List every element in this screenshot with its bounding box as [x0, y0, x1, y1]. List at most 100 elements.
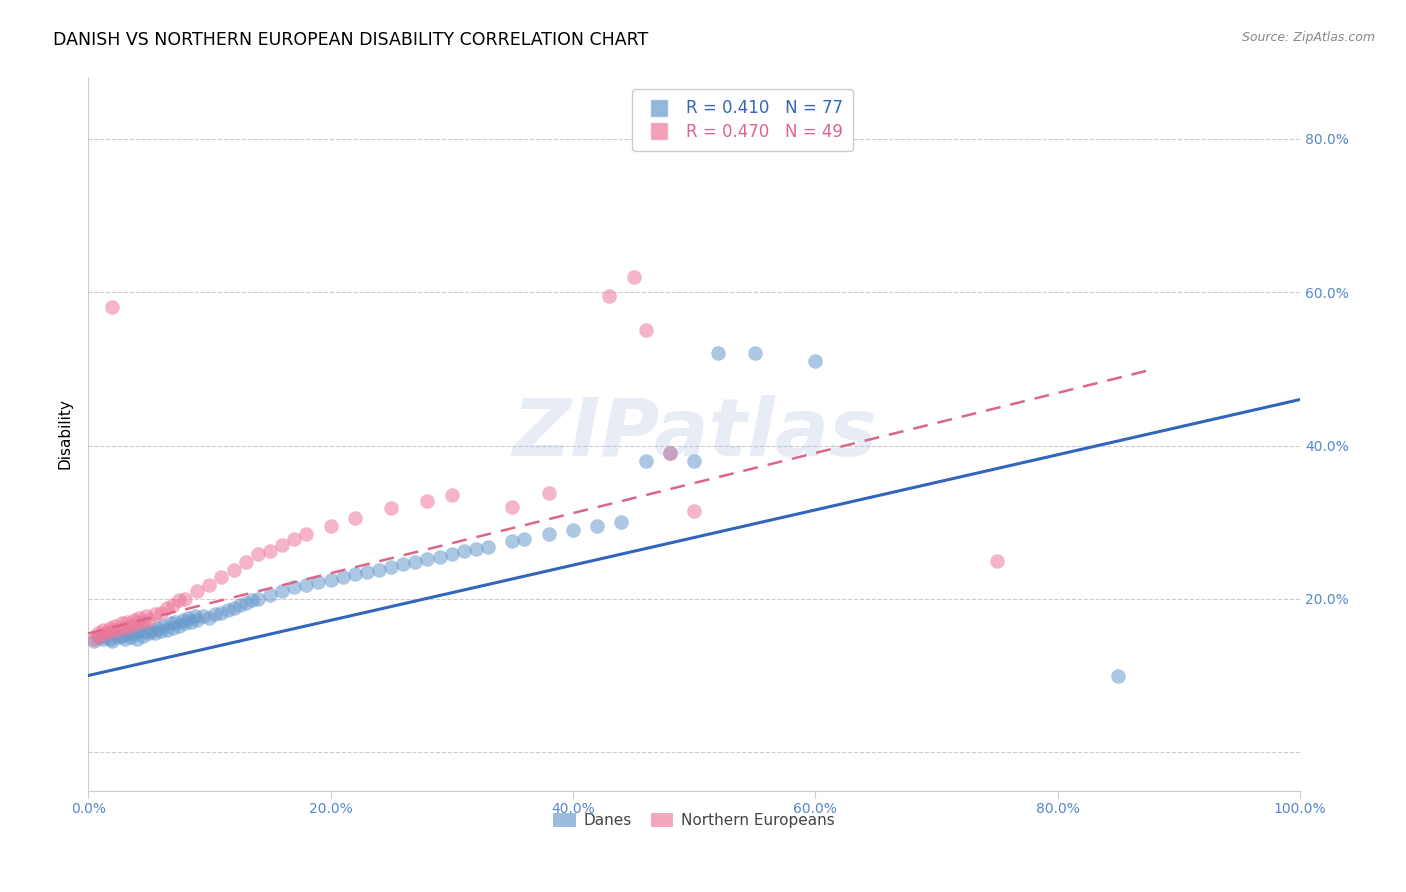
Point: [598, 289, 620, 303]
Point: [91, 632, 114, 646]
Point: [96, 626, 118, 640]
Point: [246, 591, 269, 606]
Point: [143, 607, 166, 622]
Point: [122, 613, 145, 627]
Point: [1107, 668, 1129, 682]
Point: [104, 626, 127, 640]
Point: [174, 616, 197, 631]
Point: [87, 630, 110, 644]
Point: [125, 616, 148, 631]
Point: [222, 601, 245, 615]
Point: [98, 632, 121, 646]
Point: [804, 354, 827, 368]
Point: [107, 630, 129, 644]
Point: [165, 615, 187, 629]
Point: [271, 538, 294, 552]
Point: [198, 611, 221, 625]
Point: [658, 446, 681, 460]
Point: [246, 548, 269, 562]
Point: [211, 606, 233, 620]
Point: [271, 584, 294, 599]
Point: [96, 629, 118, 643]
Text: DANISH VS NORTHERN EUROPEAN DISABILITY CORRELATION CHART: DANISH VS NORTHERN EUROPEAN DISABILITY C…: [53, 31, 648, 49]
Point: [198, 578, 221, 592]
Point: [240, 593, 263, 607]
Point: [658, 446, 681, 460]
Point: [380, 501, 402, 516]
Point: [477, 540, 499, 554]
Point: [707, 346, 730, 360]
Point: [98, 621, 121, 635]
Point: [610, 515, 633, 529]
Point: [343, 511, 366, 525]
Legend: Danes, Northern Europeans: Danes, Northern Europeans: [547, 807, 841, 834]
Point: [501, 500, 523, 514]
Point: [172, 613, 194, 627]
Point: [152, 618, 174, 632]
Point: [259, 544, 281, 558]
Point: [368, 563, 391, 577]
Point: [156, 601, 179, 615]
Point: [138, 626, 160, 640]
Point: [162, 621, 184, 635]
Point: [283, 532, 305, 546]
Point: [115, 626, 138, 640]
Point: [513, 532, 536, 546]
Point: [537, 486, 560, 500]
Point: [319, 519, 342, 533]
Point: [283, 580, 305, 594]
Point: [683, 504, 706, 518]
Point: [167, 618, 190, 632]
Point: [440, 488, 463, 502]
Point: [332, 570, 354, 584]
Point: [204, 607, 226, 622]
Point: [176, 611, 198, 625]
Point: [87, 626, 110, 640]
Point: [101, 634, 124, 648]
Point: [128, 611, 150, 625]
Point: [104, 618, 127, 632]
Point: [228, 598, 250, 612]
Point: [186, 584, 208, 599]
Point: [125, 632, 148, 646]
Point: [986, 553, 1008, 567]
Point: [623, 269, 645, 284]
Point: [135, 624, 157, 638]
Point: [307, 574, 329, 589]
Point: [174, 591, 197, 606]
Point: [537, 526, 560, 541]
Point: [744, 346, 766, 360]
Point: [135, 608, 157, 623]
Point: [343, 567, 366, 582]
Point: [416, 552, 439, 566]
Point: [440, 548, 463, 562]
Point: [120, 630, 142, 644]
Point: [235, 555, 257, 569]
Point: [217, 603, 239, 617]
Point: [167, 593, 190, 607]
Y-axis label: Disability: Disability: [58, 399, 72, 469]
Point: [83, 634, 105, 648]
Point: [111, 629, 134, 643]
Point: [128, 624, 150, 638]
Point: [404, 555, 426, 569]
Point: [91, 623, 114, 637]
Point: [111, 616, 134, 631]
Point: [89, 629, 111, 643]
Point: [149, 624, 172, 638]
Point: [131, 615, 153, 629]
Point: [184, 608, 207, 623]
Point: [392, 558, 415, 572]
Point: [101, 301, 124, 315]
Point: [120, 618, 142, 632]
Point: [101, 624, 124, 638]
Point: [501, 534, 523, 549]
Point: [138, 613, 160, 627]
Point: [149, 606, 172, 620]
Point: [295, 578, 318, 592]
Point: [380, 559, 402, 574]
Point: [143, 626, 166, 640]
Point: [235, 596, 257, 610]
Point: [83, 632, 105, 646]
Point: [114, 632, 136, 646]
